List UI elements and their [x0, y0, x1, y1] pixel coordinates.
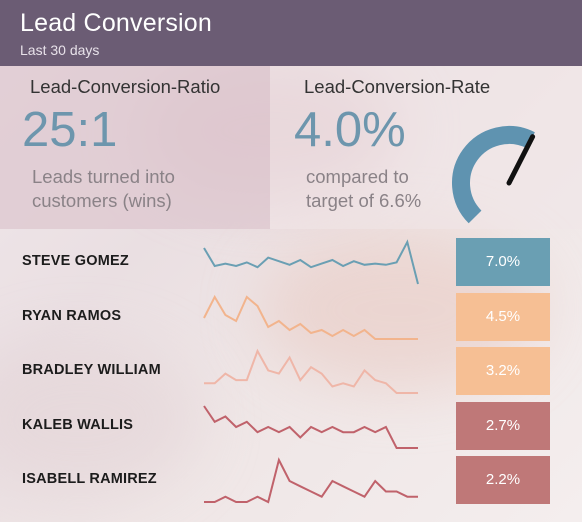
kpi-ratio-description-line1: Leads turned into: [32, 166, 175, 187]
rep-row: RYAN RAMOS 4.5%: [0, 291, 582, 345]
kpi-ratio-label: Lead-Conversion-Ratio: [30, 76, 221, 97]
kpi-rate-description-line2: target of 6.6%: [306, 190, 422, 211]
rep-name: BRADLEY WILLIAM: [22, 362, 161, 378]
dashboard-header: Lead Conversion Last 30 days: [0, 0, 582, 66]
kpi-conversion-ratio-panel: Lead-Conversion-Ratio 25:1 Leads turned …: [0, 66, 270, 229]
rep-trend-sparkline: [203, 294, 418, 340]
kpi-rate-description-line1: compared to: [306, 166, 409, 187]
background-cloud: [0, 340, 200, 500]
rep-name: STEVE GOMEZ: [22, 253, 129, 269]
rep-row: STEVE GOMEZ 7.0%: [0, 236, 582, 290]
sparkline-path: [204, 457, 418, 504]
rep-row: ISABELL RAMIREZ 2.2%: [0, 454, 582, 508]
rep-trend-sparkline: [204, 457, 418, 504]
rep-conversion-rate-badge: 7.0%: [456, 238, 550, 286]
gauge-arc: [452, 126, 535, 224]
sparkline-path: [203, 404, 418, 449]
sparkline-path: [204, 348, 418, 394]
kpi-conversion-rate-panel: Lead-Conversion-Rate 4.0% compared to ta…: [270, 66, 582, 229]
kpi-ratio-value: 25:1: [22, 103, 118, 157]
rep-name: KALEB WALLIS: [22, 416, 134, 433]
rep-trend-sparkline: [203, 404, 418, 449]
rep-conversion-rate-badge: 2.7%: [456, 401, 550, 450]
sparkline-path: [203, 294, 418, 340]
sparkline-path: [203, 239, 419, 285]
dashboard-title: Lead Conversion: [20, 9, 213, 37]
date-range-label: Last 30 days: [20, 42, 100, 58]
kpi-rate-value: 4.0%: [294, 103, 406, 157]
rep-conversion-rate-badge: 4.5%: [456, 292, 550, 341]
rep-name: ISABELL RAMIREZ: [22, 471, 157, 487]
rep-row: KALEB WALLIS 2.7%: [0, 400, 582, 454]
rep-conversion-rate-badge: 2.2%: [456, 456, 550, 504]
kpi-ratio-description-line2: customers (wins): [32, 190, 172, 211]
rep-trend-sparkline: [204, 348, 418, 394]
gauge-needle: [506, 134, 536, 186]
kpi-rate-label: Lead-Conversion-Rate: [304, 76, 491, 97]
conversion-rate-gauge: [452, 126, 536, 224]
rep-name: RYAN RAMOS: [22, 307, 122, 324]
rep-trend-sparkline: [203, 239, 419, 285]
rep-row: BRADLEY WILLIAM 3.2%: [0, 345, 582, 399]
rep-conversion-rate-badge: 3.2%: [456, 347, 550, 395]
